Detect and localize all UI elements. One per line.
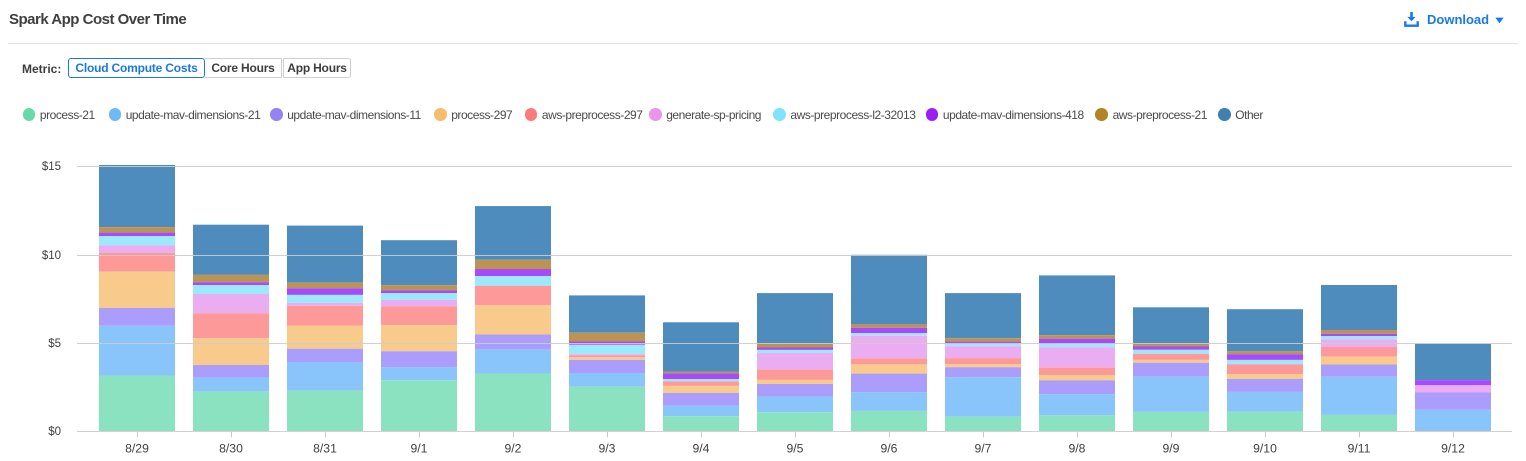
- svg-text:$0: $0: [48, 426, 61, 438]
- svg-text:$10: $10: [42, 250, 61, 262]
- svg-text:9/10: 9/10: [1253, 442, 1277, 456]
- svg-text:9/6: 9/6: [881, 442, 898, 456]
- svg-text:8/29: 8/29: [125, 442, 149, 456]
- svg-text:9/4: 9/4: [693, 442, 710, 456]
- svg-text:9/5: 9/5: [787, 442, 804, 456]
- svg-text:9/3: 9/3: [599, 442, 616, 456]
- svg-text:$15: $15: [42, 161, 61, 173]
- svg-text:9/1: 9/1: [411, 442, 428, 456]
- svg-text:9/9: 9/9: [1163, 442, 1180, 456]
- svg-text:9/12: 9/12: [1441, 442, 1465, 456]
- svg-text:9/2: 9/2: [505, 442, 522, 456]
- svg-text:8/31: 8/31: [313, 442, 337, 456]
- svg-text:9/8: 9/8: [1069, 442, 1086, 456]
- svg-text:9/11: 9/11: [1348, 442, 1371, 456]
- svg-text:9/7: 9/7: [975, 442, 992, 456]
- svg-text:$5: $5: [48, 338, 61, 350]
- svg-text:8/30: 8/30: [219, 442, 243, 456]
